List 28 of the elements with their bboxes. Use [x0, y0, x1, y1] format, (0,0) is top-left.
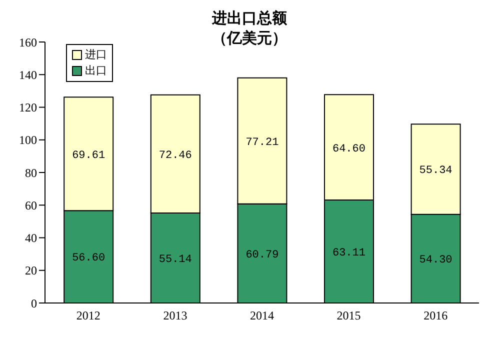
data-label: 55.14: [158, 254, 192, 266]
data-label: 55.34: [419, 165, 453, 178]
data-label: 72.46: [158, 150, 192, 162]
x-tick-label: 2015: [336, 308, 361, 323]
data-label: 63.11: [332, 247, 366, 260]
data-label: 64.60: [332, 143, 366, 156]
legend-label: 出口: [84, 64, 107, 78]
data-label: 69.61: [72, 150, 106, 162]
chart-title: 进出口总额: [210, 8, 288, 28]
legend-label: 进口: [84, 48, 107, 62]
x-tick-label: 2014: [250, 308, 274, 323]
x-tick-label: 2013: [163, 308, 188, 323]
y-tick-label: 40: [25, 231, 37, 246]
data-label: 54.30: [419, 254, 452, 267]
x-tick-label: 2012: [76, 308, 100, 323]
y-tick-label: 20: [25, 264, 37, 278]
y-tick-label: 160: [19, 35, 37, 50]
y-tick-label: 100: [19, 133, 37, 148]
chart-subtitle: （亿美元）: [212, 29, 287, 47]
data-label: 77.21: [246, 136, 280, 149]
y-tick-label: 120: [19, 100, 37, 115]
y-tick-label: 80: [25, 166, 37, 180]
y-tick-label: 0: [31, 296, 37, 310]
x-tick-label: 2016: [424, 308, 448, 323]
data-label: 60.79: [246, 249, 279, 262]
y-tick-label: 60: [25, 198, 37, 212]
data-label: 56.60: [72, 252, 106, 265]
y-tick-label: 140: [19, 68, 37, 82]
